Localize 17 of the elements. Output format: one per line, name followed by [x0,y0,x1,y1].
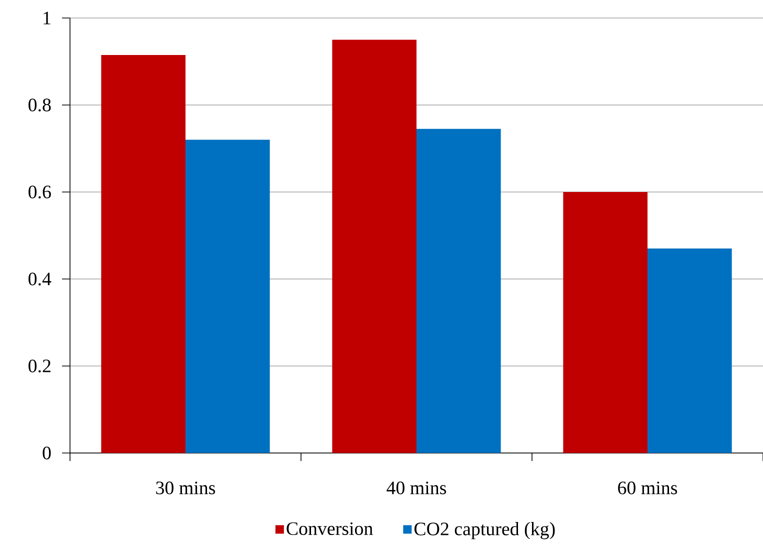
x-tick-label: 60 mins [618,482,678,494]
bar [563,192,648,453]
bar [648,248,732,453]
legend-label: CO2 captured (kg) [414,522,555,540]
y-tick-label: 0.2 [28,360,50,372]
y-tick-label: 0.8 [28,98,51,112]
bar [416,128,501,453]
legend-label: Conversion [286,522,373,536]
bar [186,140,270,453]
x-tick-label: 40 mins [386,482,446,494]
bar [101,54,186,453]
y-tick-label: 0 [42,446,51,460]
x-tick-label: 30 mins [156,482,216,494]
y-tick-label: 1 [44,12,50,24]
y-tick-label: 0.4 [28,272,52,286]
y-tick-label: 0.6 [28,186,51,198]
bar [332,40,417,453]
